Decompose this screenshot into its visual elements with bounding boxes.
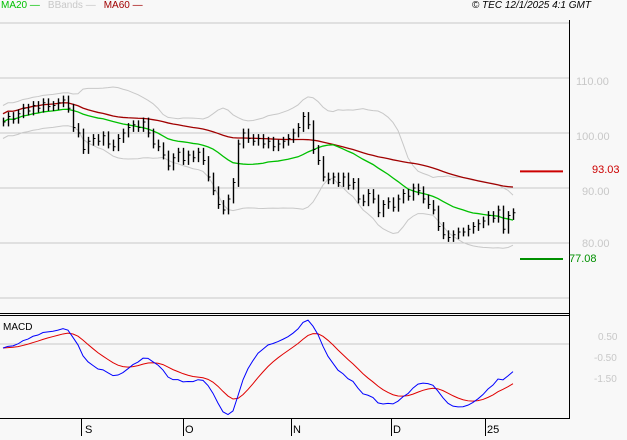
x-tick-sep: S xyxy=(85,424,93,436)
macd-tick-2: -1.50 xyxy=(594,374,617,385)
y-tick-80: 80.00 xyxy=(582,238,610,250)
legend-ma20-swatch: — xyxy=(29,0,40,11)
macd-line xyxy=(2,319,514,416)
ma20-line xyxy=(2,108,514,221)
legend: MA20 — BBands — MA60 — xyxy=(1,0,143,12)
legend-bbands: BBands — xyxy=(48,0,96,12)
y-tick-110: 110.00 xyxy=(576,76,609,88)
legend-bbands-swatch: — xyxy=(85,0,96,11)
y-tick-90: 90.00 xyxy=(582,186,610,198)
legend-ma60: MA60 — xyxy=(104,0,143,12)
legend-ma20: MA20 — xyxy=(1,0,40,12)
level-label-high: 93.03 xyxy=(592,164,620,176)
bband-upper xyxy=(2,86,514,196)
legend-ma60-swatch: — xyxy=(132,0,143,11)
x-tick-nov: N xyxy=(293,424,301,436)
x-tick-dec: D xyxy=(393,424,401,436)
macd-tick-1: -0.50 xyxy=(594,353,617,364)
level-label-low: 77.08 xyxy=(569,253,597,265)
legend-ma20-label: MA20 xyxy=(1,0,28,11)
y-tick-100: 100.00 xyxy=(576,131,610,143)
macd-tick-0: 0.50 xyxy=(598,332,618,343)
x-tick-oct: O xyxy=(185,424,194,436)
legend-bbands-label: BBands xyxy=(47,0,83,11)
macd-title: MACD xyxy=(3,322,33,333)
legend-ma60-label: MA60 xyxy=(103,0,130,11)
copyright: © TEC 12/1/2025 4:1 GMT xyxy=(471,0,591,11)
x-tick-25: 25 xyxy=(487,424,500,436)
macd-signal-line xyxy=(2,332,514,402)
